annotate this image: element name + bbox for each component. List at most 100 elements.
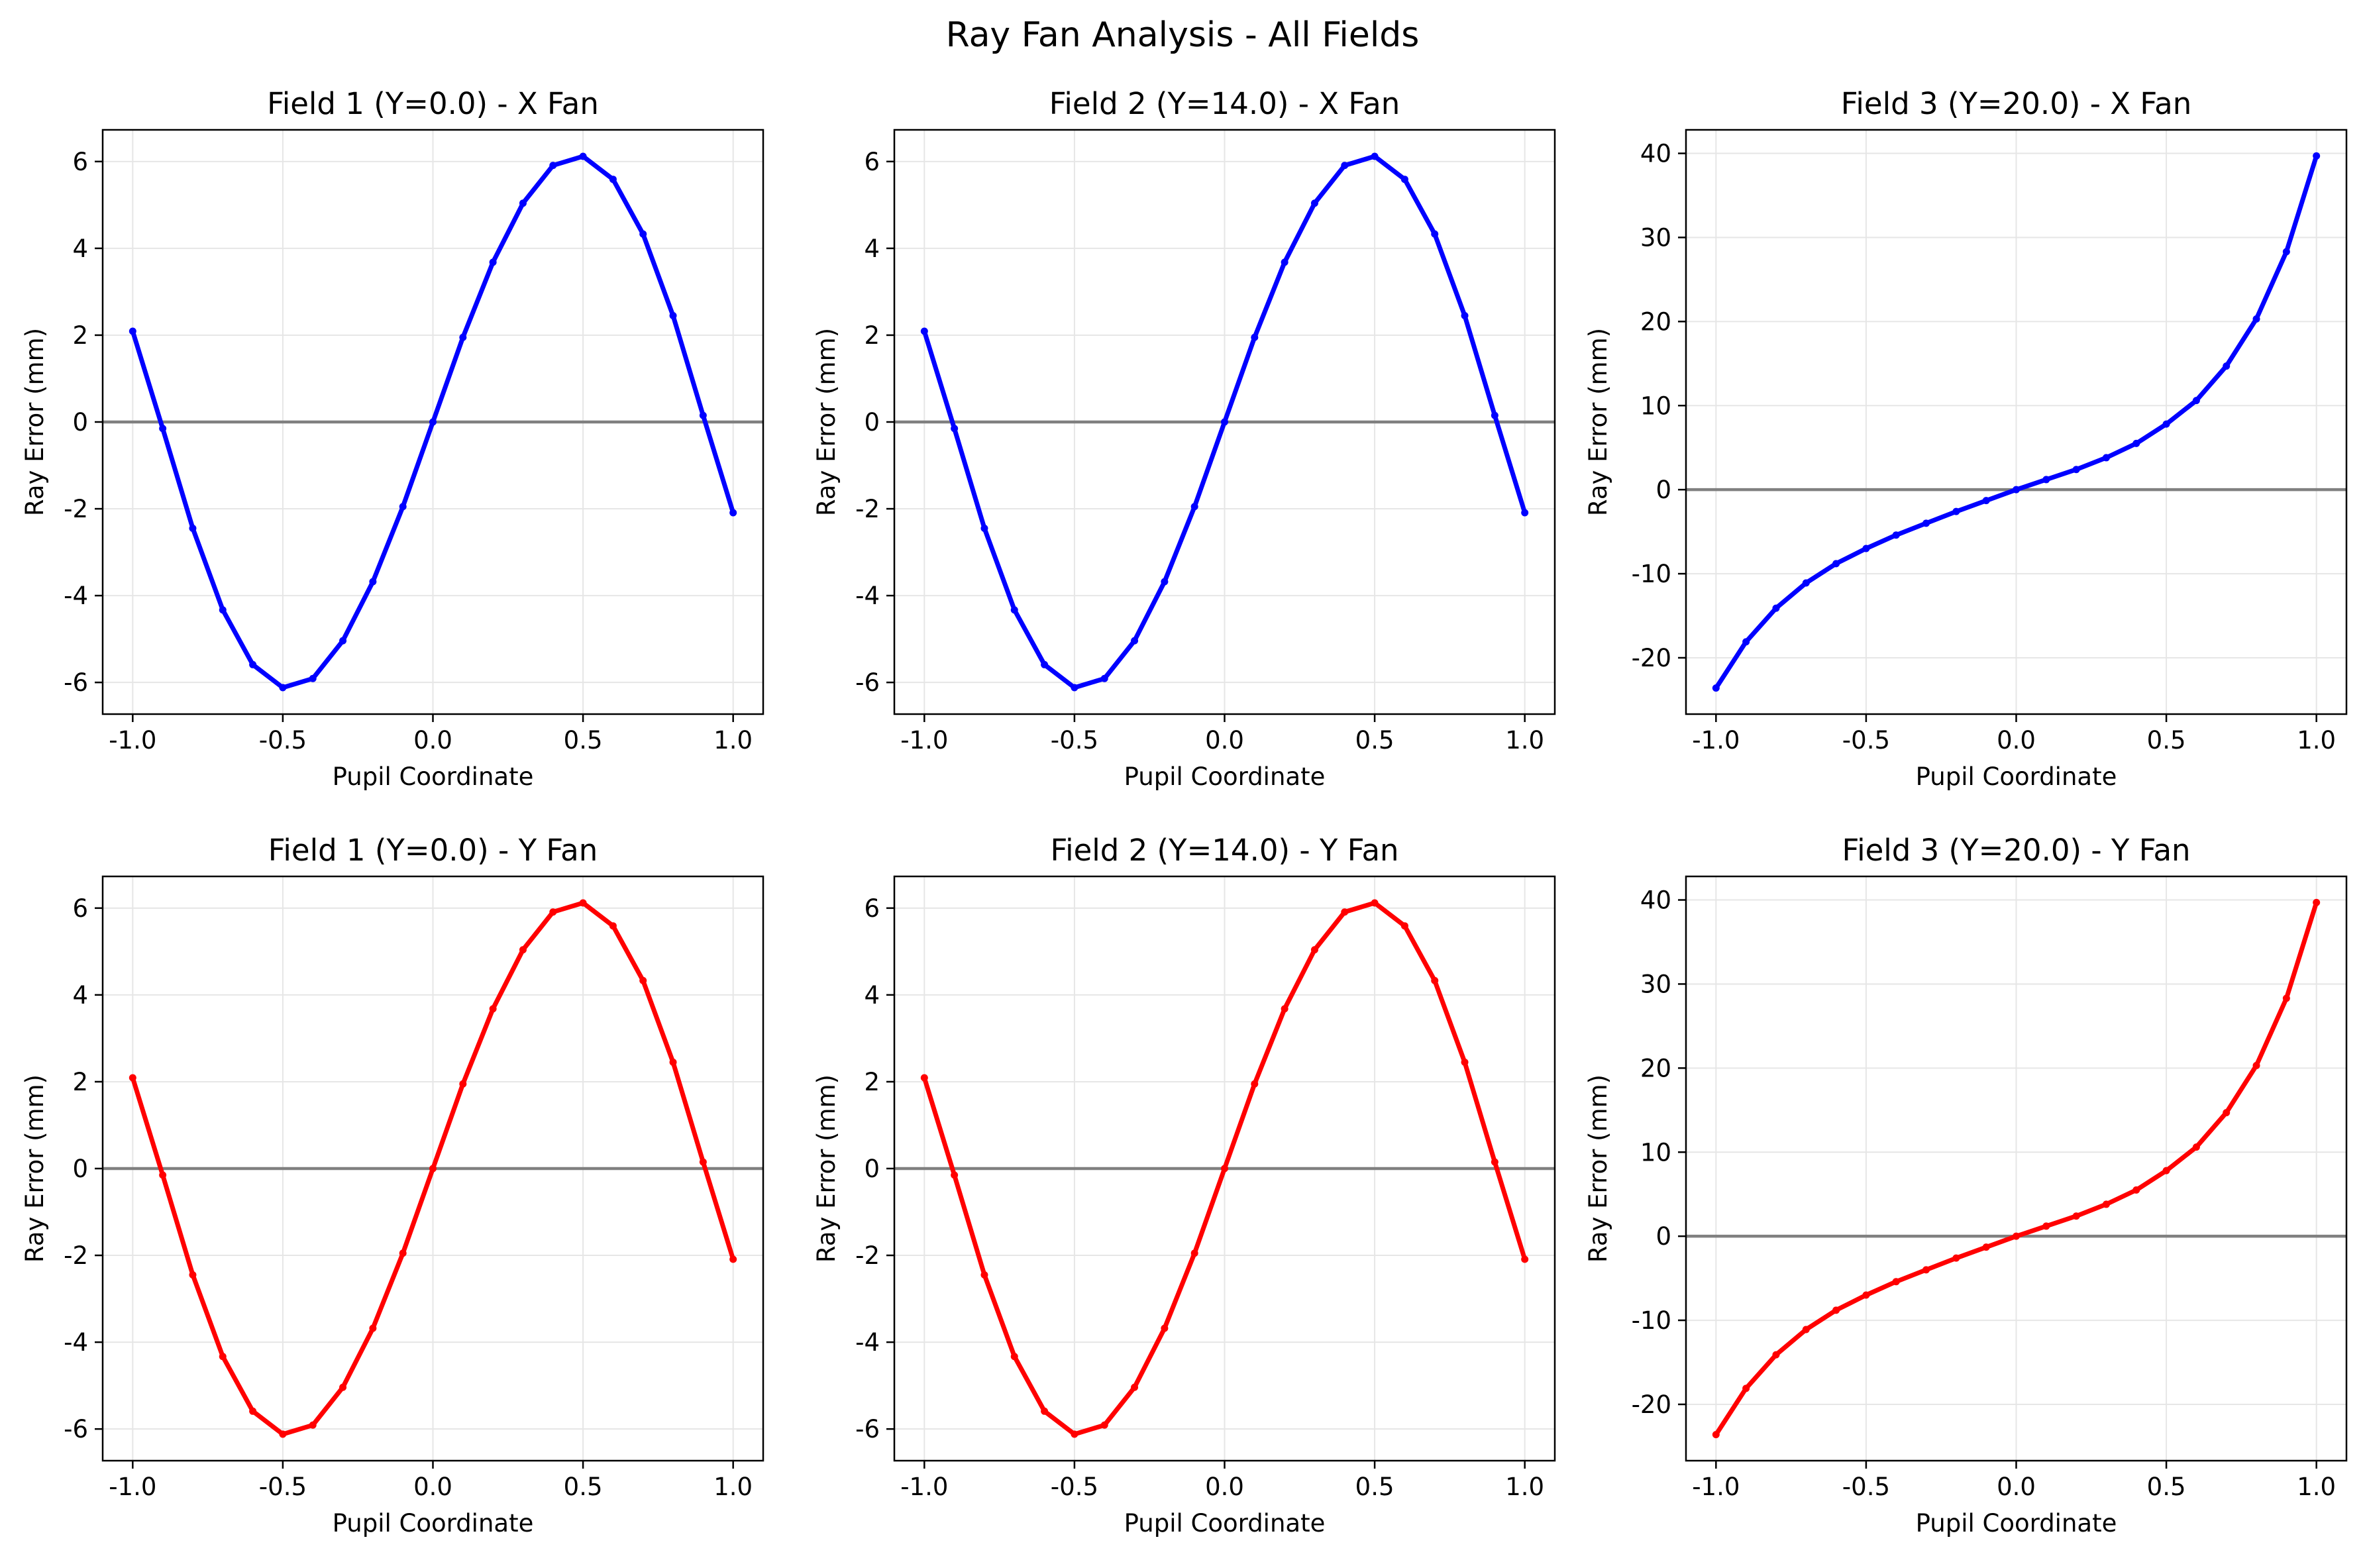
x-tick-label: 1.0 [1505, 726, 1544, 755]
data-point [519, 946, 527, 954]
data-point [1742, 638, 1750, 646]
y-tick-label: -10 [1632, 1306, 1671, 1335]
data-point [429, 418, 437, 426]
data-point [2282, 248, 2290, 256]
y-tick-label: -2 [855, 495, 880, 523]
y-tick-label: 0 [72, 1155, 88, 1183]
data-point [2313, 152, 2321, 160]
x-tick-label: -0.5 [1051, 726, 1098, 755]
data-point [189, 1271, 197, 1279]
data-point [579, 899, 587, 907]
data-point [1071, 1430, 1078, 1438]
x-tick-label: 1.0 [1505, 1473, 1544, 1501]
data-point [1922, 1266, 1930, 1274]
data-point [1802, 1326, 1810, 1333]
data-point [129, 327, 136, 335]
x-tick-label: -1.0 [109, 1473, 156, 1501]
data-point [1341, 908, 1349, 916]
x-tick-label: -1.0 [900, 1473, 948, 1501]
y-tick-label: 30 [1640, 223, 1671, 252]
data-point [429, 1165, 437, 1173]
data-point [1131, 637, 1139, 645]
subplot-title: Field 2 (Y=14.0) - X Fan [1049, 86, 1400, 121]
x-tick-label: -0.5 [259, 1473, 307, 1501]
x-tick-label: -0.5 [1842, 726, 1890, 755]
data-point [1862, 545, 1870, 552]
data-point [729, 1255, 737, 1263]
x-tick-label: 0.5 [564, 726, 603, 755]
subplot-1: -1.0 -0.5 0.0 0.5 1.0 -6 -4 -2 0 2 4 6 Field 1 (Y=0.… [21, 86, 764, 791]
x-tick-label: 1.0 [2297, 1473, 2336, 1501]
data-point [2162, 420, 2170, 428]
x-tick-label: 0.5 [2147, 726, 2186, 755]
data-point [2192, 397, 2200, 405]
y-tick-label: -6 [64, 668, 88, 697]
data-point [2013, 1232, 2020, 1240]
y-tick-label: 6 [864, 894, 880, 923]
data-point [2102, 454, 2110, 462]
data-point [2042, 1222, 2050, 1230]
subplot-5: -1.0 -0.5 0.0 0.5 1.0 -6 -4 -2 0 2 4 6 Field 2 (Y=14… [812, 833, 1556, 1538]
y-tick-label: -4 [64, 582, 88, 610]
data-point [1100, 674, 1108, 682]
y-tick-label: 2 [72, 1068, 88, 1096]
data-point [2013, 486, 2020, 494]
y-tick-label: 2 [72, 321, 88, 350]
x-tick-label: -1.0 [1692, 726, 1740, 755]
y-axis-label: Ray Error (mm) [812, 328, 841, 516]
data-point [951, 1171, 959, 1179]
y-tick-label: -2 [64, 1241, 88, 1270]
data-point [339, 637, 347, 645]
data-point [1461, 1058, 1469, 1066]
x-tick-label: 0.0 [1997, 1473, 2036, 1501]
x-tick-label: 0.0 [1205, 726, 1244, 755]
x-tick-label: -0.5 [1051, 1473, 1098, 1501]
data-point [639, 230, 647, 238]
data-point [1892, 531, 1900, 539]
y-tick-label: -6 [855, 668, 880, 697]
data-point [609, 922, 617, 930]
data-point [2132, 1186, 2140, 1194]
data-point [1832, 560, 1840, 568]
data-point [699, 1158, 707, 1166]
data-point [279, 684, 287, 692]
x-tick-label: 0.5 [1355, 1473, 1394, 1501]
x-tick-label: 0.0 [413, 726, 452, 755]
data-point [1041, 660, 1049, 668]
data-point [1952, 1254, 1960, 1262]
data-point [2252, 1062, 2260, 1070]
data-point [1400, 922, 1408, 930]
data-point [639, 976, 647, 984]
y-tick-label: 10 [1640, 1138, 1671, 1167]
x-tick-label: 1.0 [2297, 726, 2336, 755]
y-tick-label: -4 [855, 1328, 880, 1357]
y-tick-label: -10 [1632, 560, 1671, 588]
data-point [1400, 176, 1408, 183]
data-point [951, 425, 959, 433]
y-tick-label: 10 [1640, 392, 1671, 420]
y-tick-label: 2 [864, 321, 880, 350]
data-point [1281, 1005, 1288, 1013]
data-point [2132, 439, 2140, 447]
data-point [549, 162, 557, 170]
y-tick-label: 6 [72, 148, 88, 176]
data-point [399, 503, 407, 511]
y-tick-label: -20 [1632, 644, 1671, 672]
data-point [1161, 578, 1169, 586]
data-point [489, 1005, 497, 1013]
data-point [519, 199, 527, 207]
data-point [1281, 258, 1288, 266]
x-axis-label: Pupil Coordinate [1916, 1509, 2117, 1538]
data-point [2072, 466, 2080, 474]
data-point [2282, 994, 2290, 1002]
data-point [1221, 418, 1228, 426]
data-point [1371, 152, 1379, 160]
data-point [1431, 230, 1439, 238]
y-tick-label: 6 [864, 148, 880, 176]
data-point [1071, 684, 1078, 692]
data-point [1892, 1278, 1900, 1286]
x-tick-label: 0.5 [564, 1473, 603, 1501]
data-point [1712, 684, 1720, 692]
